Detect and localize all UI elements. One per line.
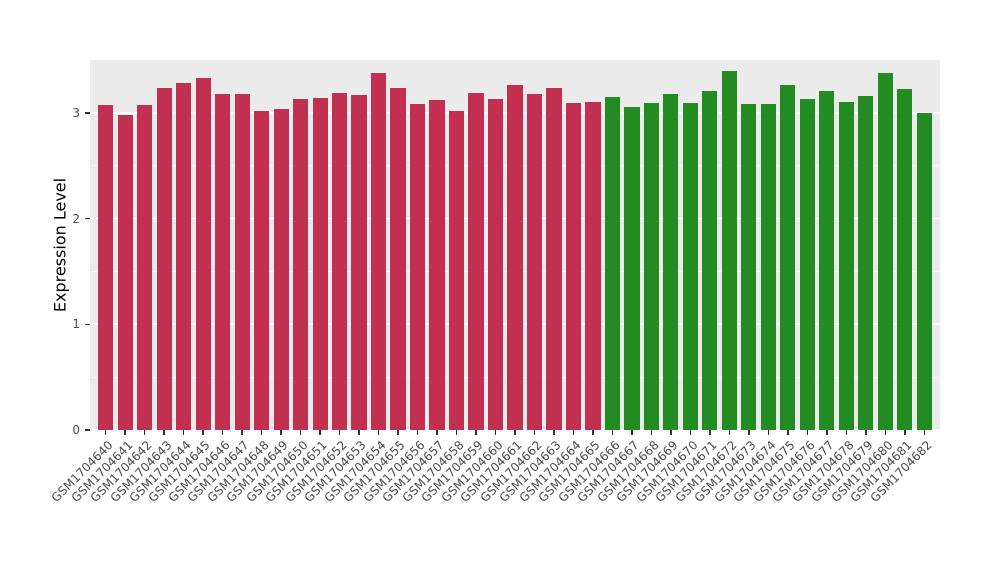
x-tick-label: GSM1704675 (730, 438, 798, 505)
x-tick-label: GSM1704649 (224, 438, 292, 505)
x-tick-label: GSM1704663 (496, 438, 564, 505)
bar (156, 87, 172, 430)
x-tick-label: GSM1704643 (107, 438, 175, 505)
bar (429, 100, 445, 430)
x-tick-label: GSM1704665 (535, 438, 603, 505)
bar (195, 77, 211, 430)
bar (780, 85, 796, 430)
x-tick-label: GSM1704650 (243, 438, 311, 505)
x-tick-label: GSM1704657 (379, 438, 447, 505)
bar (643, 103, 659, 430)
bar (760, 104, 776, 430)
x-tick-label: GSM1704666 (555, 438, 623, 505)
x-tick-label: GSM1704645 (146, 438, 214, 505)
bar (370, 72, 387, 430)
bar (215, 93, 231, 430)
x-tick-label: GSM1704659 (418, 438, 486, 505)
bar (351, 94, 367, 430)
x-tick-label: GSM1704646 (165, 438, 233, 505)
bar (312, 98, 328, 430)
bar (234, 93, 250, 430)
x-tick-label: GSM1704653 (302, 438, 369, 505)
x-tick-label: GSM1704676 (750, 438, 818, 505)
bar (117, 114, 133, 430)
bar (916, 112, 932, 430)
bar (273, 108, 289, 430)
y-tick-label: 3 (72, 105, 80, 120)
bar (546, 87, 562, 430)
x-tick-label: GSM1704640 (48, 438, 116, 505)
x-tick-label: GSM1704656 (360, 438, 428, 505)
x-tick-label: GSM1704647 (185, 438, 253, 505)
x-tick-label: GSM1704678 (789, 438, 857, 505)
x-tick-label: GSM1704664 (516, 438, 584, 505)
plot-panel (90, 60, 940, 431)
x-tick-label: GSM1704661 (457, 438, 525, 505)
bar (877, 72, 893, 430)
x-tick-label: GSM1704671 (652, 438, 720, 505)
bar (137, 105, 153, 430)
bar (176, 83, 192, 430)
bar (526, 93, 543, 430)
bar (663, 93, 679, 430)
bar (838, 102, 854, 430)
bar (565, 103, 582, 430)
x-tick-label: GSM1704672 (672, 438, 740, 505)
bar (98, 105, 114, 430)
bar (858, 95, 874, 430)
y-axis-title: Expression Level (50, 177, 70, 313)
bar (585, 102, 601, 430)
x-tick-label: GSM1704677 (769, 438, 837, 505)
x-tick-label: GSM1704642 (87, 438, 155, 505)
bar (604, 97, 621, 430)
bar (448, 110, 465, 430)
bar (507, 85, 523, 430)
x-tick-label: GSM1704660 (438, 438, 506, 505)
x-tick-label: GSM1704648 (204, 438, 272, 505)
x-tick-label: GSM1704658 (399, 438, 467, 505)
bar (293, 99, 309, 430)
x-tick-label: GSM1704655 (341, 438, 408, 505)
x-tick-label: GSM1704681 (847, 438, 915, 505)
bar (741, 104, 757, 430)
x-tick-label: GSM1704680 (828, 438, 896, 505)
x-tick-label: GSM1704673 (691, 438, 759, 505)
y-tick-label: 1 (72, 317, 80, 332)
bars-layer (96, 60, 934, 430)
bar (487, 99, 504, 430)
x-tick-label: GSM1704674 (711, 438, 779, 505)
bar (254, 110, 270, 430)
x-tick-label: GSM1704652 (282, 438, 350, 505)
bar (390, 87, 406, 430)
bar (897, 88, 913, 430)
bar (409, 104, 426, 430)
bar (819, 90, 835, 430)
x-tick-label: GSM1704682 (867, 438, 935, 505)
bar (682, 103, 698, 430)
bar (332, 92, 348, 430)
bar (702, 90, 718, 430)
x-tick-label: GSM1704668 (594, 438, 662, 505)
bar (721, 70, 737, 430)
x-tick-label: GSM1704662 (477, 438, 545, 505)
x-tick-label: GSM1704667 (574, 438, 642, 505)
x-tick-label: GSM1704679 (808, 438, 876, 505)
bar (624, 106, 640, 430)
bar (799, 99, 815, 430)
x-tick-label: GSM1704670 (633, 438, 701, 505)
x-tick-label: GSM1704641 (68, 438, 136, 505)
y-tick-label: 0 (72, 423, 80, 437)
x-tick-label: GSM1704651 (263, 438, 331, 505)
bar (468, 92, 484, 430)
x-tick-label: GSM1704669 (613, 438, 681, 505)
x-tick-label: GSM1704654 (321, 438, 389, 505)
x-tick-label: GSM1704644 (126, 438, 194, 505)
